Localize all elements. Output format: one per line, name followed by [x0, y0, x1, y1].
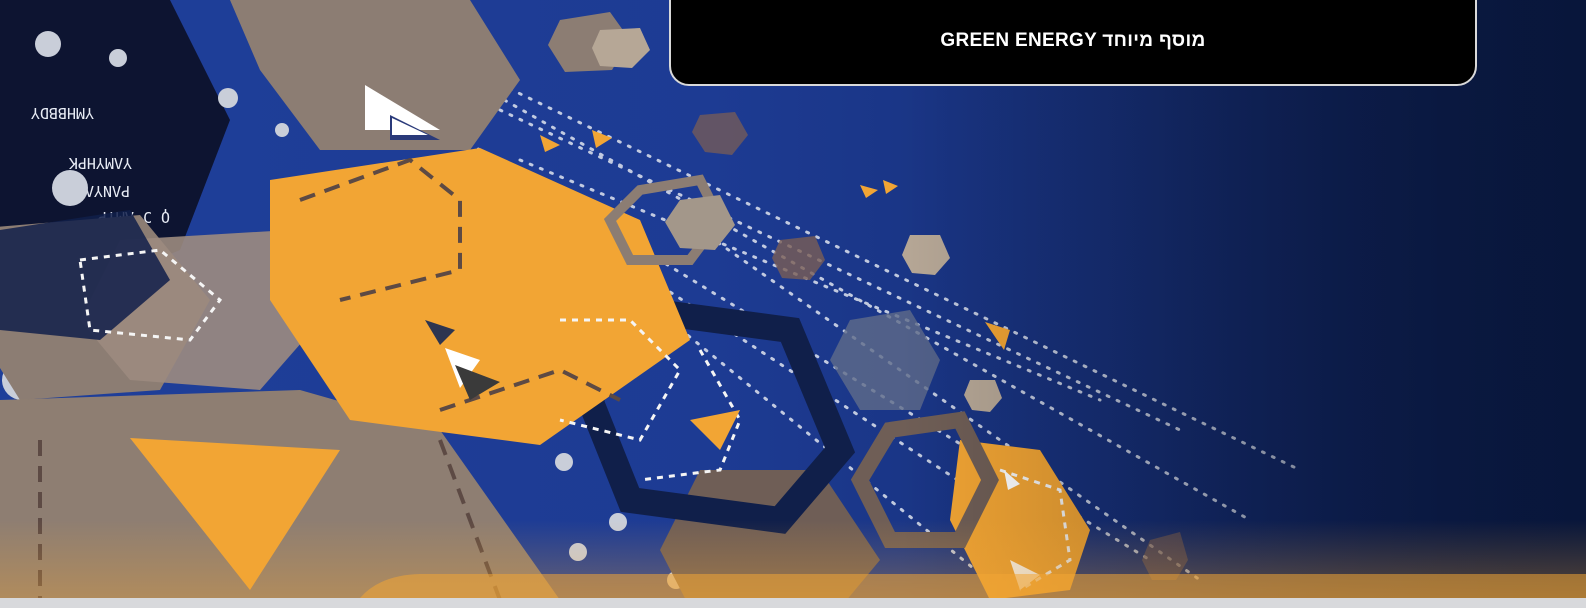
- hexagon-shape: [665, 195, 735, 250]
- hexagon-shape: [692, 112, 748, 155]
- hexagon-shape: [230, 0, 520, 150]
- bottom-strip: [0, 598, 1586, 608]
- svg-text:YMHBBDY: YMHBBDY: [31, 104, 94, 122]
- svg-text:ΥΛΜΥΗΡΚ: ΥΛΜΥΗΡΚ: [69, 154, 132, 172]
- bottom-band: [360, 574, 1586, 598]
- page-title: GREEN ENERGY מוסף מיוחד: [940, 30, 1206, 51]
- hexagon-shape: [0, 210, 170, 340]
- right-fade: [900, 0, 1586, 608]
- hexagon-shape: [603, 174, 726, 265]
- hexagon-shape: [270, 148, 690, 445]
- hexagon-shape: [772, 236, 825, 280]
- header-plate: GREEN ENERGY מוסף מיוחד: [669, 0, 1477, 86]
- hexagon-shape: [592, 28, 650, 68]
